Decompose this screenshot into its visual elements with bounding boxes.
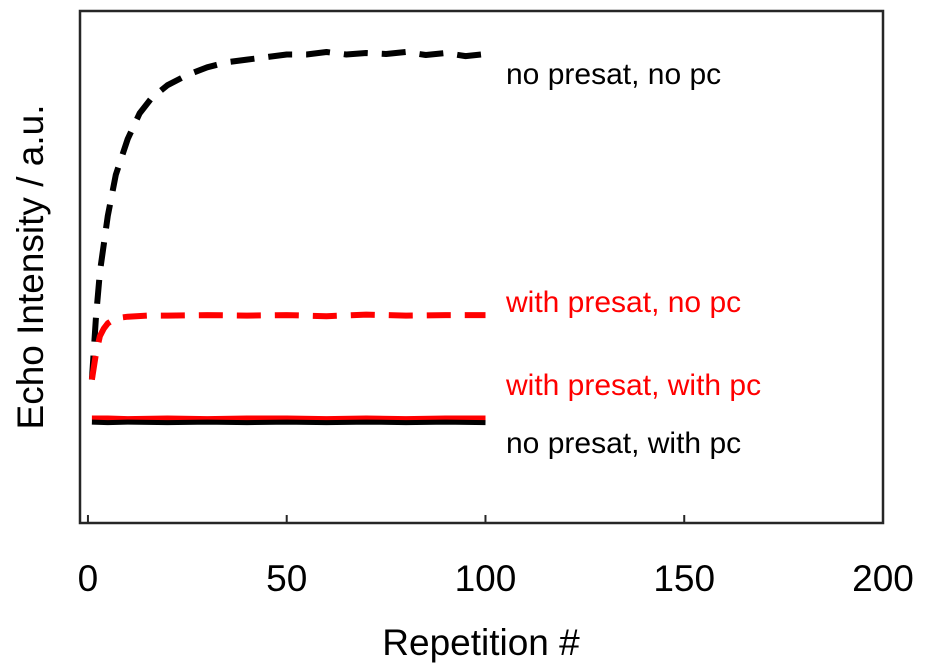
series-label-layer: no presat, no pc with presat, no pc with p… bbox=[505, 58, 761, 460]
series-line-no-presat-with-pc bbox=[91, 419, 486, 426]
series-label-no-presat-with-pc: no presat, with pc bbox=[506, 427, 741, 460]
x-tick-label-50: 50 bbox=[266, 558, 307, 599]
x-tick-label-200: 200 bbox=[852, 558, 914, 599]
x-axis-label: Repetition # bbox=[382, 622, 580, 663]
series-layer bbox=[88, 49, 486, 426]
series-label-with-presat-no-pc: with presat, no pc bbox=[505, 286, 741, 319]
series-label-with-presat-with-pc: with presat, with pc bbox=[505, 369, 761, 402]
x-tick-label-0: 0 bbox=[78, 558, 99, 599]
series-line-with-presat-with-pc bbox=[91, 415, 486, 422]
series-line-with-presat-no-pc bbox=[88, 311, 486, 381]
series-label-no-presat-no-pc: no presat, no pc bbox=[506, 58, 721, 91]
x-tick-label-100: 100 bbox=[455, 558, 517, 599]
tick-layer: 0 50 100 150 200 bbox=[78, 515, 914, 599]
x-tick-label-150: 150 bbox=[653, 558, 715, 599]
series-line-no-presat-no-pc bbox=[88, 49, 486, 380]
plot-area-frame bbox=[78, 9, 885, 525]
y-axis-label: Echo Intensity / a.u. bbox=[10, 105, 51, 430]
